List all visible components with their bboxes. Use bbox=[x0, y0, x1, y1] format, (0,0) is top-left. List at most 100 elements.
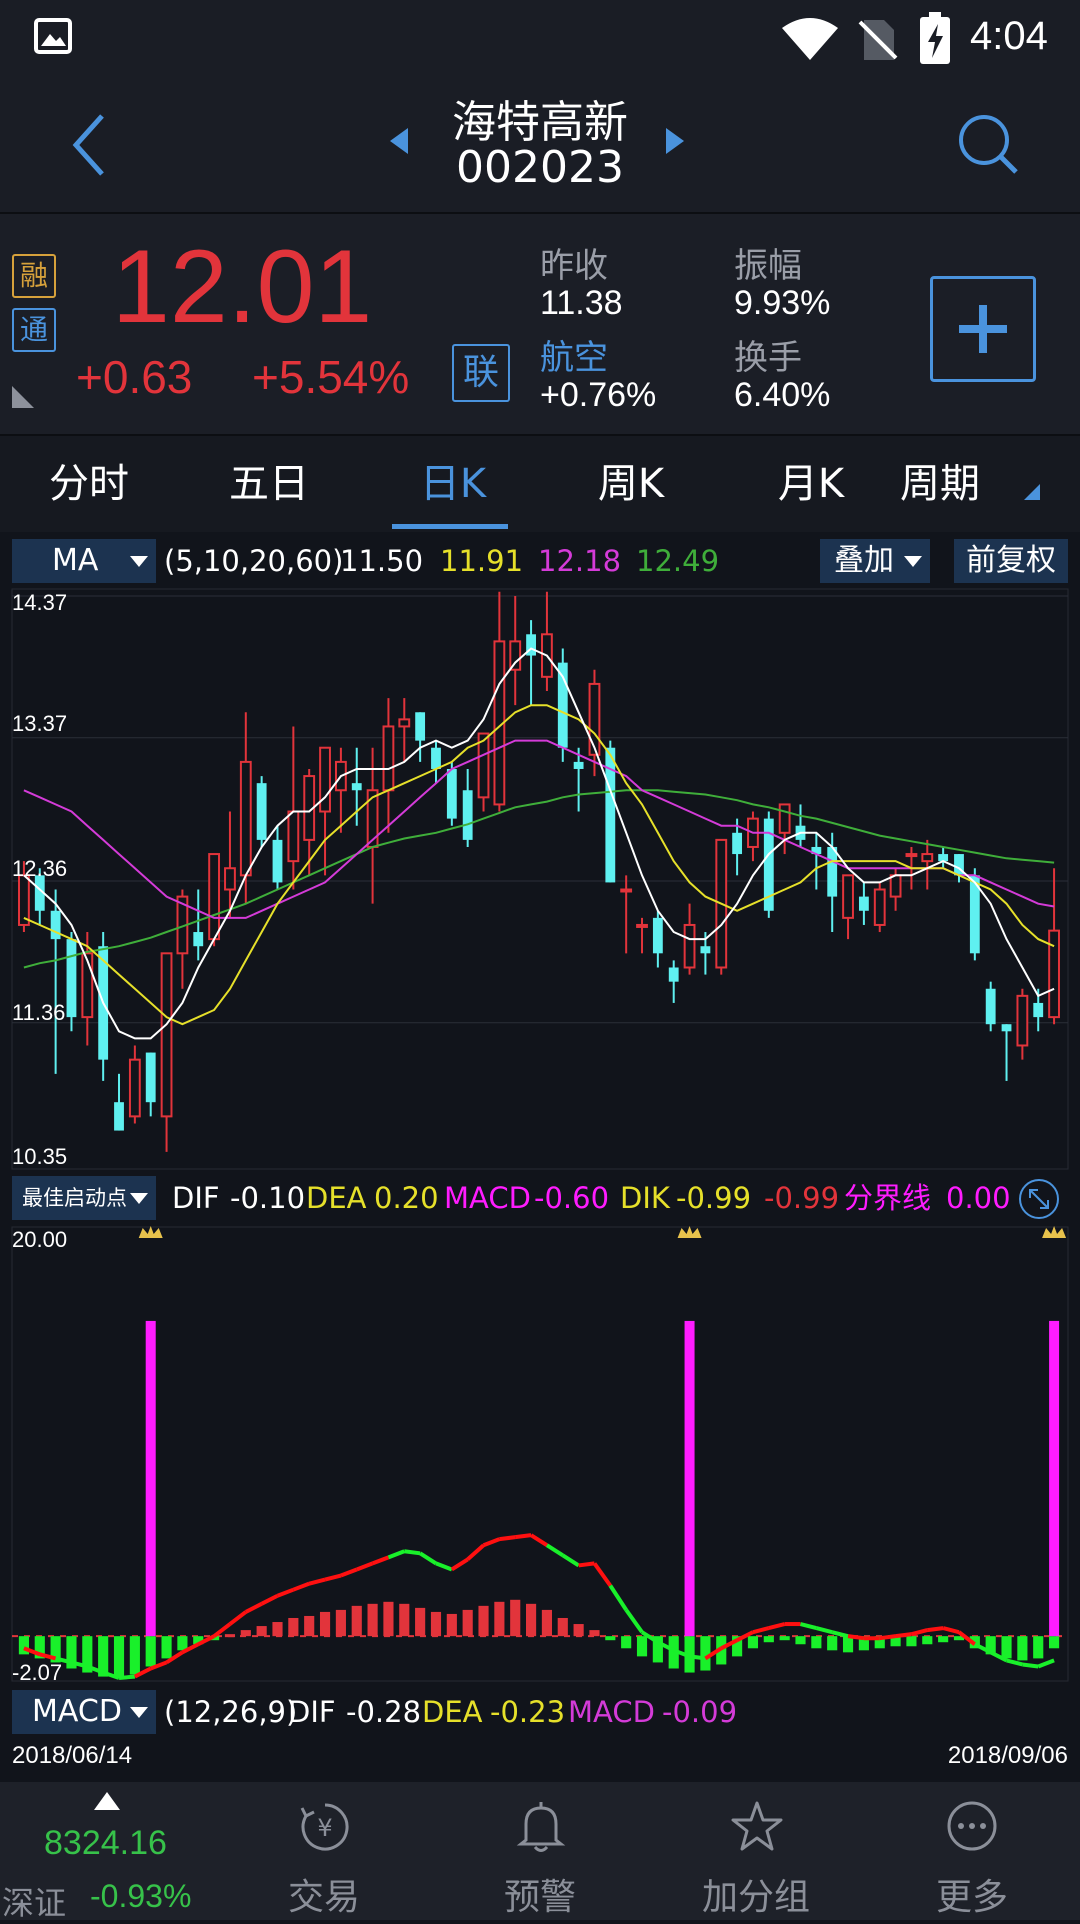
macd-hist-bar bbox=[161, 1636, 172, 1659]
nav-add-group[interactable]: 加分组 bbox=[656, 1782, 856, 1920]
signal-line-segment bbox=[640, 1630, 659, 1644]
signal-line-segment bbox=[197, 1634, 216, 1647]
macd-hist-bar bbox=[50, 1636, 61, 1663]
macd-selector-label: MACD bbox=[32, 1694, 122, 1729]
candle bbox=[938, 846, 949, 869]
ma5-value: 11.50 bbox=[340, 544, 424, 578]
signal-line-segment bbox=[419, 1551, 438, 1566]
stock-header: 海特高新 002023 bbox=[0, 78, 1080, 214]
macd-hist-bar bbox=[526, 1603, 537, 1637]
macd-hist-bar bbox=[747, 1636, 759, 1649]
macd-selector[interactable]: MACD bbox=[12, 1690, 156, 1734]
candle bbox=[526, 620, 536, 706]
ma20-line bbox=[23, 739, 1055, 919]
candle-body bbox=[1016, 994, 1029, 1047]
plus-icon bbox=[959, 305, 1007, 353]
kline-chart[interactable] bbox=[0, 588, 1080, 1170]
signal-line-segment bbox=[356, 1561, 374, 1572]
price-change-pct: +5.54% bbox=[252, 351, 410, 403]
back-arrow-icon[interactable] bbox=[70, 112, 110, 178]
kline-frame bbox=[11, 588, 1069, 1170]
tab-weekly-k[interactable]: 周K bbox=[597, 461, 665, 507]
candle-body bbox=[605, 747, 616, 883]
tab-intraday[interactable]: 分时 bbox=[49, 461, 129, 507]
macd-dea-label: DEA bbox=[422, 1695, 483, 1729]
quote-panel: 融 通 12.01 +0.63 +5.54% 联 昨收 11.38 振幅 9.9… bbox=[0, 214, 1080, 434]
macd-hist-bar bbox=[193, 1636, 204, 1645]
kline-axis-label: 13.37 bbox=[12, 711, 68, 736]
signal-line-segment bbox=[466, 1543, 485, 1561]
candle-body bbox=[193, 932, 204, 947]
macd-hist-bar bbox=[842, 1636, 854, 1653]
candle bbox=[319, 746, 331, 876]
candle bbox=[715, 838, 728, 975]
boundary-value: 0.00 bbox=[946, 1181, 1011, 1215]
signal-line-segment bbox=[831, 1630, 849, 1639]
start-signal-bar bbox=[145, 1320, 156, 1637]
candle bbox=[1016, 988, 1029, 1060]
overlay-selector[interactable]: 叠加 bbox=[820, 539, 930, 583]
candle-body bbox=[81, 952, 94, 1019]
ma20-value: 12.18 bbox=[538, 544, 622, 578]
candle-body bbox=[66, 939, 77, 1018]
candle-body bbox=[905, 853, 918, 858]
candle bbox=[493, 591, 506, 812]
adjust-selector[interactable]: 前复权 bbox=[954, 539, 1068, 583]
tab-period[interactable]: 周期 bbox=[900, 461, 980, 507]
candle-body bbox=[858, 896, 869, 911]
candle-body bbox=[382, 725, 395, 792]
candle bbox=[620, 875, 633, 954]
stat-label-sector[interactable]: 航空 bbox=[540, 338, 608, 378]
candle bbox=[128, 1045, 141, 1124]
signal-line-segment bbox=[244, 1602, 263, 1614]
kline-axis-label: 12.36 bbox=[12, 856, 68, 881]
tab-daily-k[interactable]: 日K bbox=[419, 461, 487, 507]
candle bbox=[605, 740, 616, 883]
stat-label-turnover: 换手 bbox=[734, 338, 802, 378]
macd-hist-bar bbox=[18, 1636, 29, 1655]
macd-hist-bar bbox=[177, 1636, 188, 1651]
macd-hist-bar bbox=[874, 1636, 885, 1649]
nav-alert[interactable]: 预警 bbox=[440, 1782, 640, 1920]
tab-monthly-k[interactable]: 月K bbox=[777, 461, 845, 507]
connect-badge[interactable]: 通 bbox=[12, 308, 56, 352]
overlay-label: 叠加 bbox=[834, 543, 894, 578]
macd-hist-bar bbox=[827, 1636, 838, 1651]
ma-selector[interactable]: MA bbox=[12, 539, 156, 583]
candle bbox=[50, 889, 61, 1074]
indicator-chart[interactable] bbox=[0, 1226, 1080, 1686]
search-icon[interactable] bbox=[956, 112, 1022, 178]
linked-stock-button[interactable]: 联 bbox=[452, 344, 510, 402]
macd-hist-bar bbox=[938, 1636, 949, 1643]
nav-trade[interactable]: ¥ 交易 bbox=[224, 1782, 424, 1920]
expand-corner-icon[interactable] bbox=[12, 386, 34, 408]
signal-line-segment bbox=[308, 1577, 326, 1586]
index-ticker[interactable]: 8324.16 深证 -0.93% bbox=[0, 1782, 214, 1922]
fullscreen-icon[interactable] bbox=[1018, 1178, 1060, 1220]
signal-line-segment bbox=[561, 1553, 580, 1568]
nav-more[interactable]: 更多 bbox=[872, 1782, 1072, 1920]
signal-line-segment bbox=[387, 1549, 406, 1560]
macd-hist-bar bbox=[605, 1636, 616, 1641]
add-watchlist-button[interactable] bbox=[930, 276, 1036, 382]
signal-line-segment bbox=[689, 1654, 706, 1661]
candle bbox=[778, 803, 791, 855]
wifi-icon bbox=[782, 18, 838, 60]
candle bbox=[509, 596, 522, 706]
next-stock-icon[interactable] bbox=[662, 126, 686, 156]
dik-label: DIK bbox=[620, 1181, 670, 1215]
tab-five-day[interactable]: 五日 bbox=[229, 461, 309, 507]
macd-hist-bar bbox=[732, 1636, 743, 1657]
indicator-selector[interactable]: 最佳启动点 bbox=[12, 1176, 156, 1220]
nav-more-label: 更多 bbox=[935, 1877, 1008, 1918]
candle-body bbox=[1048, 929, 1060, 1019]
signal-line-segment bbox=[957, 1630, 977, 1646]
boundary-label: 分界线 bbox=[844, 1181, 932, 1215]
signal-line-segment bbox=[989, 1650, 1008, 1663]
candle bbox=[795, 804, 806, 847]
margin-badge[interactable]: 融 bbox=[12, 254, 56, 298]
candle-body bbox=[1033, 1002, 1044, 1018]
candle-body bbox=[145, 1052, 156, 1103]
stock-name: 海特高新 bbox=[452, 97, 628, 148]
prev-stock-icon[interactable] bbox=[388, 126, 412, 156]
